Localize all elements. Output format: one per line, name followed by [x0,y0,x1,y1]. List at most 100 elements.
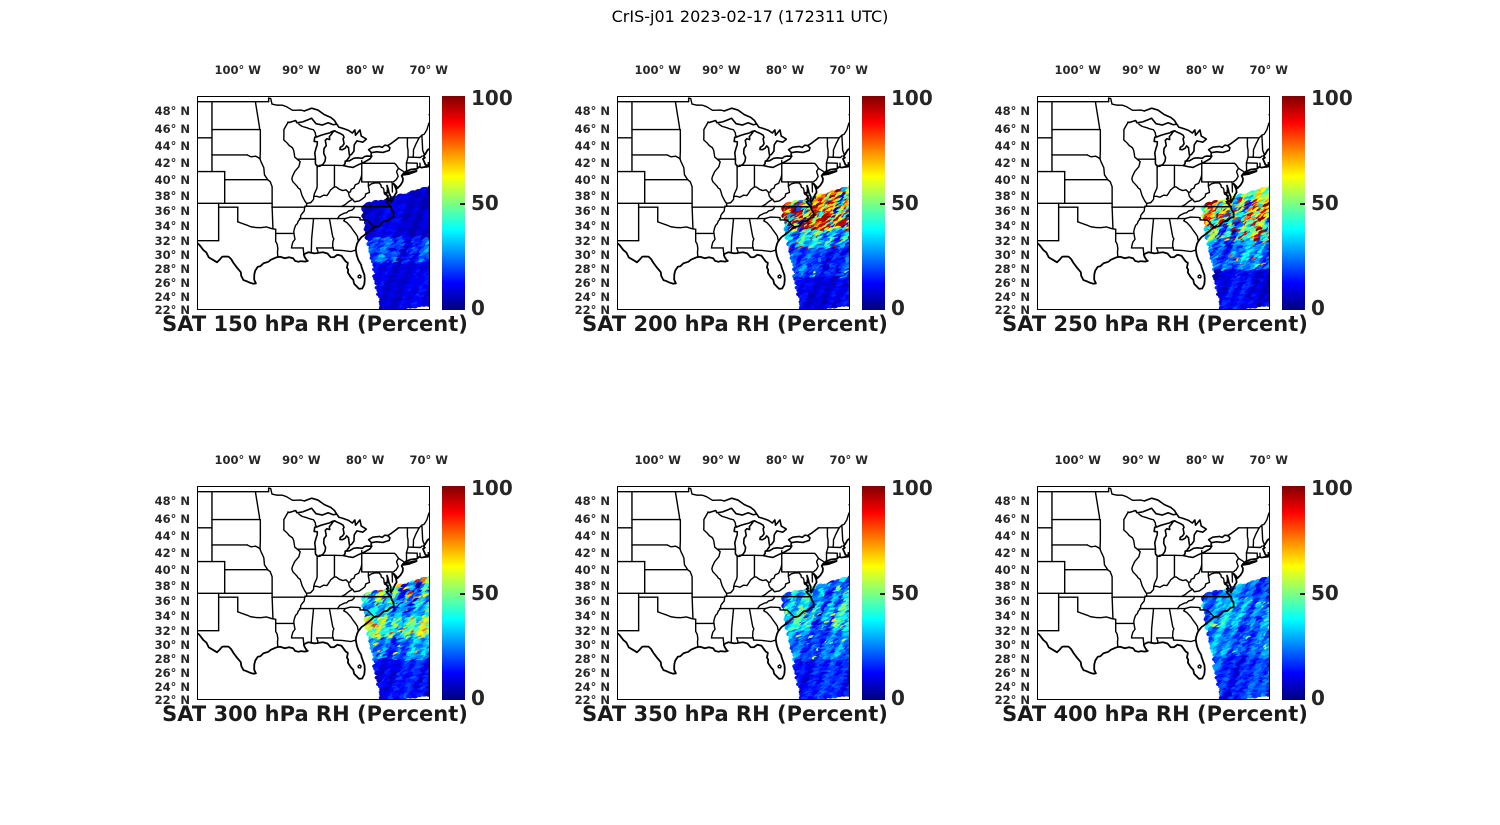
lat-tick-label: 38° N [154,578,190,593]
colorbar-label-50: 50 [471,581,499,605]
lon-tick-label: 80° W [345,453,385,467]
lat-tick-label: 36° N [574,593,610,608]
lat-tick-label: 42° N [994,156,1030,171]
lat-tick-label: 42° N [574,546,610,561]
lat-tick-label: 24° N [994,289,1030,304]
lat-tick-label: 32° N [154,233,190,248]
lat-tick-label: 36° N [994,593,1030,608]
lat-tick-label: 26° N [154,276,190,290]
lat-tick-label: 22° N [154,303,190,317]
lat-tick-label: 26° N [154,666,190,680]
colorbar-label-100: 100 [1311,86,1353,110]
panel-title: SAT 400 hPa RH (Percent) [1002,702,1308,726]
lat-tick-label: 38° N [574,188,610,203]
colorbar-tick-50 [880,593,885,595]
lat-tick-label: 36° N [154,593,190,608]
lat-tick-label: 30° N [994,638,1030,653]
lat-tick-label: 48° N [154,493,190,508]
lon-tick-label: 70° W [829,453,868,467]
lat-tick-label: 32° N [994,233,1030,248]
colorbar-label-100: 100 [471,86,513,110]
lat-tick-label: 28° N [994,652,1030,667]
lat-tick-label: 38° N [994,188,1030,203]
lat-tick-label: 44° N [154,529,190,544]
colorbar-tick-50 [1300,203,1305,205]
lat-tick-label: 32° N [154,623,190,638]
lat-tick-label: 46° N [994,122,1030,137]
lat-tick-label: 42° N [574,156,610,171]
map-panel: 100 50 0 SAT 250 hPa RH (Percent) 100° W… [980,60,1400,405]
lon-tick-label: 90° W [702,63,741,77]
colorbar-label-100: 100 [891,476,933,500]
lat-tick-label: 48° N [574,493,610,508]
figure-title: CrIS-j01 2023-02-17 (172311 UTC) [611,7,889,26]
colorbar-label-0: 0 [1311,686,1325,710]
lat-tick-label: 30° N [154,638,190,653]
lat-tick-label: 34° N [994,219,1030,233]
lon-tick-label: 80° W [765,453,805,467]
lat-tick-label: 44° N [574,529,610,544]
colorbar-label-100: 100 [891,86,933,110]
lat-tick-label: 34° N [994,609,1030,623]
map-canvas [197,486,430,700]
map-panel: 100 50 0 SAT 350 hPa RH (Percent) 100° W… [560,450,980,795]
lat-tick-label: 32° N [994,623,1030,638]
lon-tick-label: 100° W [634,63,681,77]
lon-tick-label: 100° W [214,63,261,77]
lat-tick-label: 24° N [154,289,190,304]
lat-tick-label: 22° N [994,303,1030,317]
lon-tick-label: 80° W [345,63,385,77]
lat-tick-label: 42° N [154,156,190,171]
lat-tick-label: 44° N [154,139,190,154]
map-panel: 100 50 0 SAT 150 hPa RH (Percent) 100° W… [140,60,560,405]
lat-tick-label: 46° N [154,122,190,137]
lon-tick-label: 80° W [1185,453,1225,467]
lat-tick-label: 28° N [154,262,190,277]
colorbar-label-50: 50 [1311,581,1339,605]
lat-tick-label: 28° N [154,652,190,667]
colorbar [862,486,885,700]
lon-tick-label: 100° W [1054,453,1101,467]
colorbar-label-50: 50 [1311,191,1339,215]
lat-tick-label: 48° N [994,493,1030,508]
lat-tick-label: 22° N [574,303,610,317]
lat-tick-label: 46° N [994,512,1030,527]
lat-tick-label: 22° N [994,693,1030,707]
lon-tick-label: 70° W [1249,63,1288,77]
map-canvas [617,486,850,700]
lat-tick-label: 26° N [994,276,1030,290]
lat-tick-label: 24° N [574,289,610,304]
map-canvas [617,96,850,310]
lon-tick-label: 90° W [282,453,321,467]
colorbar-label-50: 50 [891,191,919,215]
colorbar-label-0: 0 [471,686,485,710]
lat-tick-label: 46° N [154,512,190,527]
lat-tick-label: 34° N [574,219,610,233]
colorbar-tick-50 [460,203,465,205]
map-panel: 100 50 0 SAT 300 hPa RH (Percent) 100° W… [140,450,560,795]
panel-title: SAT 350 hPa RH (Percent) [582,702,888,726]
lat-tick-label: 44° N [574,139,610,154]
colorbar-label-100: 100 [1311,476,1353,500]
lat-tick-label: 28° N [574,652,610,667]
lon-tick-label: 80° W [1185,63,1225,77]
map-canvas [1037,96,1270,310]
lat-tick-label: 26° N [574,666,610,680]
colorbar-tick-50 [1300,593,1305,595]
lat-tick-label: 26° N [574,276,610,290]
lat-tick-label: 22° N [574,693,610,707]
lat-tick-label: 42° N [994,546,1030,561]
colorbar-label-50: 50 [471,191,499,215]
colorbar-label-0: 0 [891,686,905,710]
lat-tick-label: 38° N [994,578,1030,593]
colorbar-label-100: 100 [471,476,513,500]
lat-tick-label: 36° N [154,203,190,218]
lat-tick-label: 30° N [994,248,1030,263]
lon-tick-label: 80° W [765,63,805,77]
panel-title: SAT 300 hPa RH (Percent) [162,702,468,726]
colorbar-label-0: 0 [891,296,905,320]
lon-tick-label: 90° W [702,453,741,467]
map-canvas [197,96,430,310]
lat-tick-label: 34° N [154,609,190,623]
